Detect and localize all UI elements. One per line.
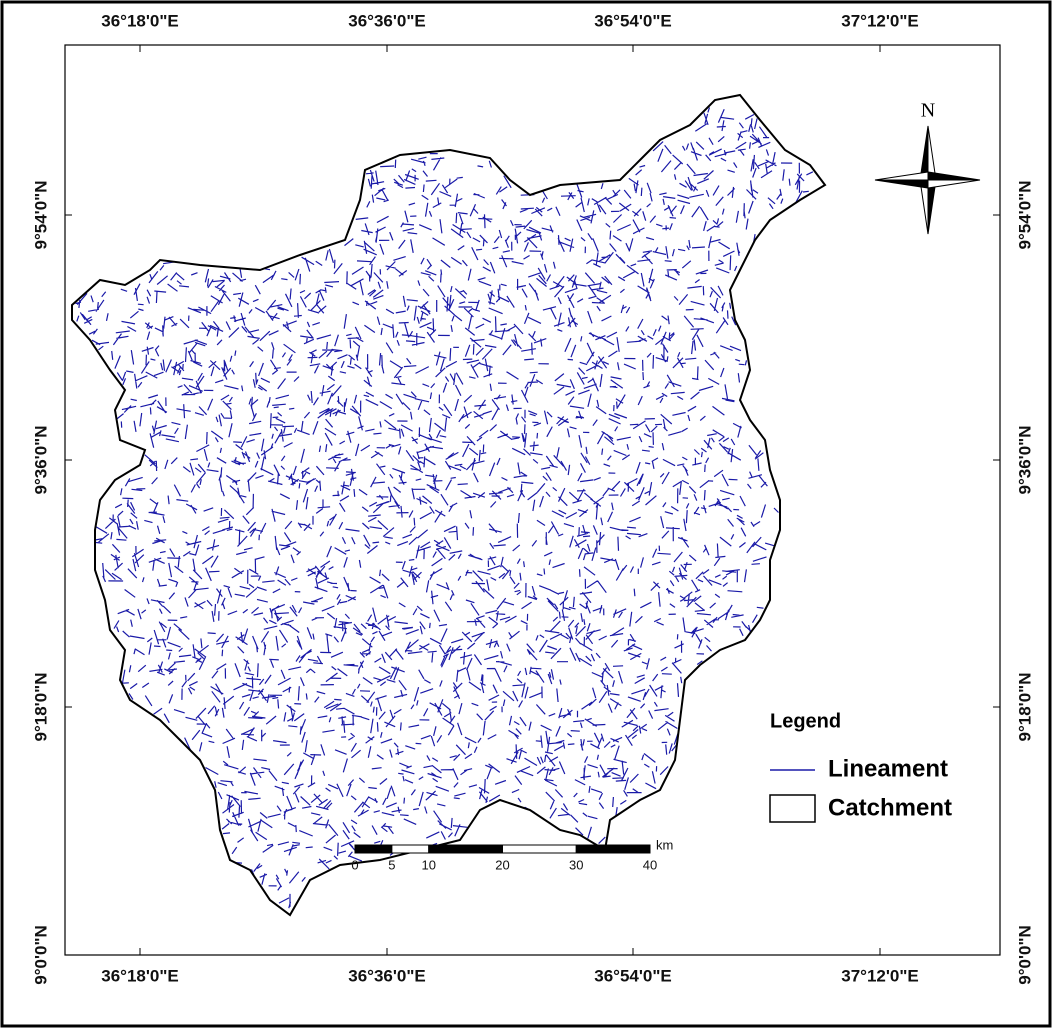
x-coord-label: 36°54'0"E (594, 966, 672, 985)
scale-tick-label: 10 (422, 857, 436, 872)
x-coord-label: 37°12'0"E (841, 966, 919, 985)
scale-tick-label: 20 (495, 857, 509, 872)
y-coord-label: 9°36'0"N (1015, 426, 1034, 495)
x-coord-label: 36°18'0"E (101, 966, 179, 985)
scale-segment (392, 845, 429, 853)
scale-segment (355, 845, 392, 853)
north-label: N (921, 100, 935, 122)
y-coord-label: 9°36'0"N (31, 426, 50, 495)
legend-swatch-catchment (770, 795, 815, 822)
legend-label: Lineament (828, 755, 948, 782)
scale-tick-label: 40 (643, 857, 657, 872)
y-coord-label: 9°0'0"N (1015, 925, 1034, 985)
map-figure: N Legend Lineament Catchment 0 5 10 20 30 40 k… (0, 0, 1052, 1028)
scale-tick-label: 5 (388, 857, 395, 872)
x-coord-label: 36°18'0"E (101, 11, 179, 30)
y-coord-label: 9°54'0"N (1015, 181, 1034, 250)
x-coord-label: 36°54'0"E (594, 11, 672, 30)
scale-tick-label: 30 (569, 857, 583, 872)
x-coord-label: 36°36'0"E (348, 11, 426, 30)
legend-title: Legend (770, 710, 841, 732)
x-coord-label: 36°36'0"E (348, 966, 426, 985)
scale-segment (503, 845, 577, 853)
scale-tick-label: 0 (351, 857, 358, 872)
y-coord-label: 9°18'0"N (31, 673, 50, 742)
y-coord-label: 9°18'0"N (1015, 673, 1034, 742)
scale-segment (576, 845, 650, 853)
x-coord-label: 37°12'0"E (841, 11, 919, 30)
legend-label: Catchment (828, 794, 952, 821)
y-coord-label: 9°0'0"N (31, 925, 50, 985)
scale-unit: km (656, 837, 673, 852)
scale-segment (429, 845, 503, 853)
y-coord-label: 9°54'0"N (31, 181, 50, 250)
